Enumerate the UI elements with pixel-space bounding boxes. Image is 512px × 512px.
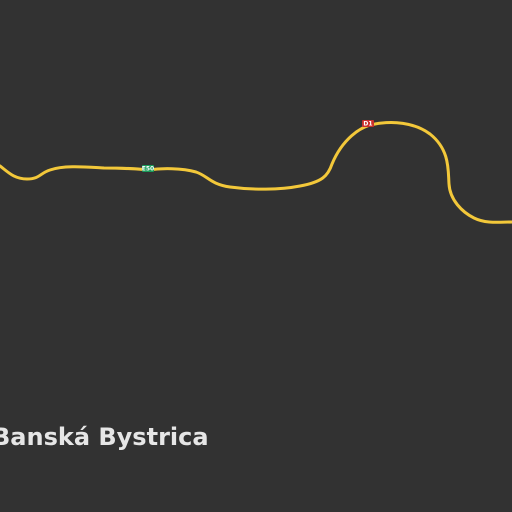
shield-e50-label: E50 [142,166,154,173]
shield-d1-background [362,120,374,127]
road-shield-e50[interactable]: E50 [142,165,154,173]
city-label[interactable]: Banská Bystrica [0,423,209,451]
road-shield-d1[interactable]: D1 [362,120,374,128]
shield-d1-label: D1 [363,121,372,128]
road-line[interactable] [0,121,512,224]
shield-e50-background [142,165,154,172]
